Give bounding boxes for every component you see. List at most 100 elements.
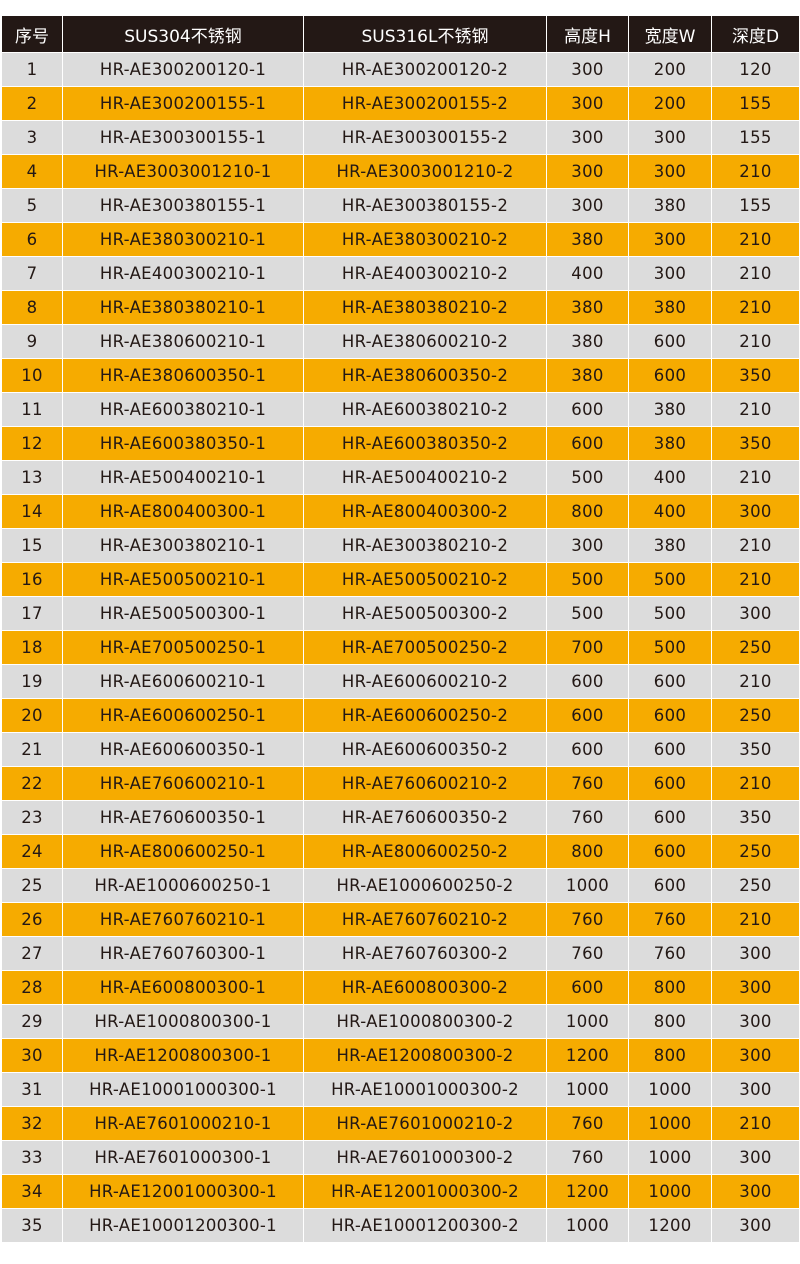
cell-width: 1000	[628, 1174, 712, 1209]
cell-sus316l-model: HR-AE600380350-2	[303, 426, 547, 461]
cell-width: 500	[628, 630, 712, 665]
cell-index: 26	[1, 902, 63, 937]
cell-height: 300	[546, 188, 629, 223]
cell-depth: 210	[711, 290, 800, 325]
cell-depth: 300	[711, 1174, 800, 1209]
cell-height: 380	[546, 358, 629, 393]
cell-index: 34	[1, 1174, 63, 1209]
cell-sus316l-model: HR-AE1000600250-2	[303, 868, 547, 903]
table-row: 9 HR-AE380600210-1 HR-AE380600210-2 380 600 2…	[1, 324, 800, 359]
cell-depth: 350	[711, 800, 800, 835]
cell-width: 600	[628, 834, 712, 869]
cell-sus304-model: HR-AE600600250-1	[62, 698, 304, 733]
cell-index: 13	[1, 460, 63, 495]
cell-height: 600	[546, 392, 629, 427]
cell-width: 380	[628, 426, 712, 461]
table-row: 33 HR-AE7601000300-1 HR-AE7601000300-2 760 1…	[1, 1140, 800, 1175]
cell-width: 600	[628, 732, 712, 767]
cell-sus316l-model: HR-AE380380210-2	[303, 290, 547, 325]
cell-sus316l-model: HR-AE300300155-2	[303, 120, 547, 155]
table-row: 28 HR-AE600800300-1 HR-AE600800300-2 600 800…	[1, 970, 800, 1005]
cell-height: 760	[546, 936, 629, 971]
cell-sus316l-model: HR-AE300200155-2	[303, 86, 547, 121]
table-row: 15 HR-AE300380210-1 HR-AE300380210-2 300 380…	[1, 528, 800, 563]
cell-depth: 210	[711, 766, 800, 801]
cell-index: 2	[1, 86, 63, 121]
cell-depth: 300	[711, 1140, 800, 1175]
cell-index: 16	[1, 562, 63, 597]
cell-index: 29	[1, 1004, 63, 1039]
table-row: 34 HR-AE12001000300-1 HR-AE12001000300-2 12…	[1, 1174, 800, 1209]
cell-sus316l-model: HR-AE600600350-2	[303, 732, 547, 767]
cell-index: 21	[1, 732, 63, 767]
table-row: 3 HR-AE300300155-1 HR-AE300300155-2 300 300 1…	[1, 120, 800, 155]
table-row: 16 HR-AE500500210-1 HR-AE500500210-2 500 500…	[1, 562, 800, 597]
cell-width: 600	[628, 358, 712, 393]
cell-width: 600	[628, 868, 712, 903]
cell-index: 30	[1, 1038, 63, 1073]
cell-sus316l-model: HR-AE380600210-2	[303, 324, 547, 359]
table-row: 10 HR-AE380600350-1 HR-AE380600350-2 380 600…	[1, 358, 800, 393]
header-index: 序号	[1, 15, 63, 53]
cell-height: 600	[546, 664, 629, 699]
cell-depth: 250	[711, 630, 800, 665]
cell-width: 760	[628, 902, 712, 937]
cell-sus304-model: HR-AE7601000210-1	[62, 1106, 304, 1141]
cell-index: 27	[1, 936, 63, 971]
cell-width: 1200	[628, 1208, 712, 1243]
cell-sus304-model: HR-AE760600210-1	[62, 766, 304, 801]
table-row: 19 HR-AE600600210-1 HR-AE600600210-2 600 600…	[1, 664, 800, 699]
table-row: 5 HR-AE300380155-1 HR-AE300380155-2 300 380 1…	[1, 188, 800, 223]
cell-sus304-model: HR-AE300380155-1	[62, 188, 304, 223]
cell-depth: 210	[711, 1106, 800, 1141]
cell-sus304-model: HR-AE1000600250-1	[62, 868, 304, 903]
cell-depth: 350	[711, 358, 800, 393]
cell-width: 600	[628, 698, 712, 733]
cell-index: 31	[1, 1072, 63, 1107]
cell-depth: 120	[711, 52, 800, 87]
cell-width: 200	[628, 86, 712, 121]
cell-width: 800	[628, 1004, 712, 1039]
cell-depth: 300	[711, 970, 800, 1005]
cell-width: 380	[628, 290, 712, 325]
cell-sus316l-model: HR-AE3003001210-2	[303, 154, 547, 189]
cell-sus316l-model: HR-AE500400210-2	[303, 460, 547, 495]
cell-sus316l-model: HR-AE600600210-2	[303, 664, 547, 699]
table-row: 26 HR-AE760760210-1 HR-AE760760210-2 760 760…	[1, 902, 800, 937]
cell-sus316l-model: HR-AE760600350-2	[303, 800, 547, 835]
table-row: 18 HR-AE700500250-1 HR-AE700500250-2 700 500…	[1, 630, 800, 665]
cell-index: 6	[1, 222, 63, 257]
header-width: 宽度W	[628, 15, 712, 53]
cell-sus316l-model: HR-AE600800300-2	[303, 970, 547, 1005]
cell-index: 18	[1, 630, 63, 665]
cell-sus304-model: HR-AE380600210-1	[62, 324, 304, 359]
cell-index: 17	[1, 596, 63, 631]
cell-depth: 250	[711, 698, 800, 733]
cell-sus316l-model: HR-AE500500300-2	[303, 596, 547, 631]
table-row: 8 HR-AE380380210-1 HR-AE380380210-2 380 380 2…	[1, 290, 800, 325]
cell-height: 700	[546, 630, 629, 665]
cell-width: 300	[628, 222, 712, 257]
cell-index: 28	[1, 970, 63, 1005]
table-row: 20 HR-AE600600250-1 HR-AE600600250-2 600 600…	[1, 698, 800, 733]
cell-sus316l-model: HR-AE700500250-2	[303, 630, 547, 665]
cell-height: 1000	[546, 1208, 629, 1243]
cell-sus304-model: HR-AE300300155-1	[62, 120, 304, 155]
cell-sus304-model: HR-AE380600350-1	[62, 358, 304, 393]
table-row: 31 HR-AE10001000300-1 HR-AE10001000300-2 10…	[1, 1072, 800, 1107]
table-row: 17 HR-AE500500300-1 HR-AE500500300-2 500 500…	[1, 596, 800, 631]
header-sus316l: SUS316L不锈钢	[303, 15, 547, 53]
cell-height: 380	[546, 324, 629, 359]
cell-index: 14	[1, 494, 63, 529]
cell-sus304-model: HR-AE400300210-1	[62, 256, 304, 291]
cell-sus316l-model: HR-AE10001000300-2	[303, 1072, 547, 1107]
cell-width: 400	[628, 460, 712, 495]
cell-depth: 350	[711, 732, 800, 767]
cell-sus304-model: HR-AE600380350-1	[62, 426, 304, 461]
cell-height: 300	[546, 154, 629, 189]
cell-index: 8	[1, 290, 63, 325]
header-sus304: SUS304不锈钢	[62, 15, 304, 53]
cell-depth: 210	[711, 460, 800, 495]
table-row: 27 HR-AE760760300-1 HR-AE760760300-2 760 760…	[1, 936, 800, 971]
cell-index: 10	[1, 358, 63, 393]
